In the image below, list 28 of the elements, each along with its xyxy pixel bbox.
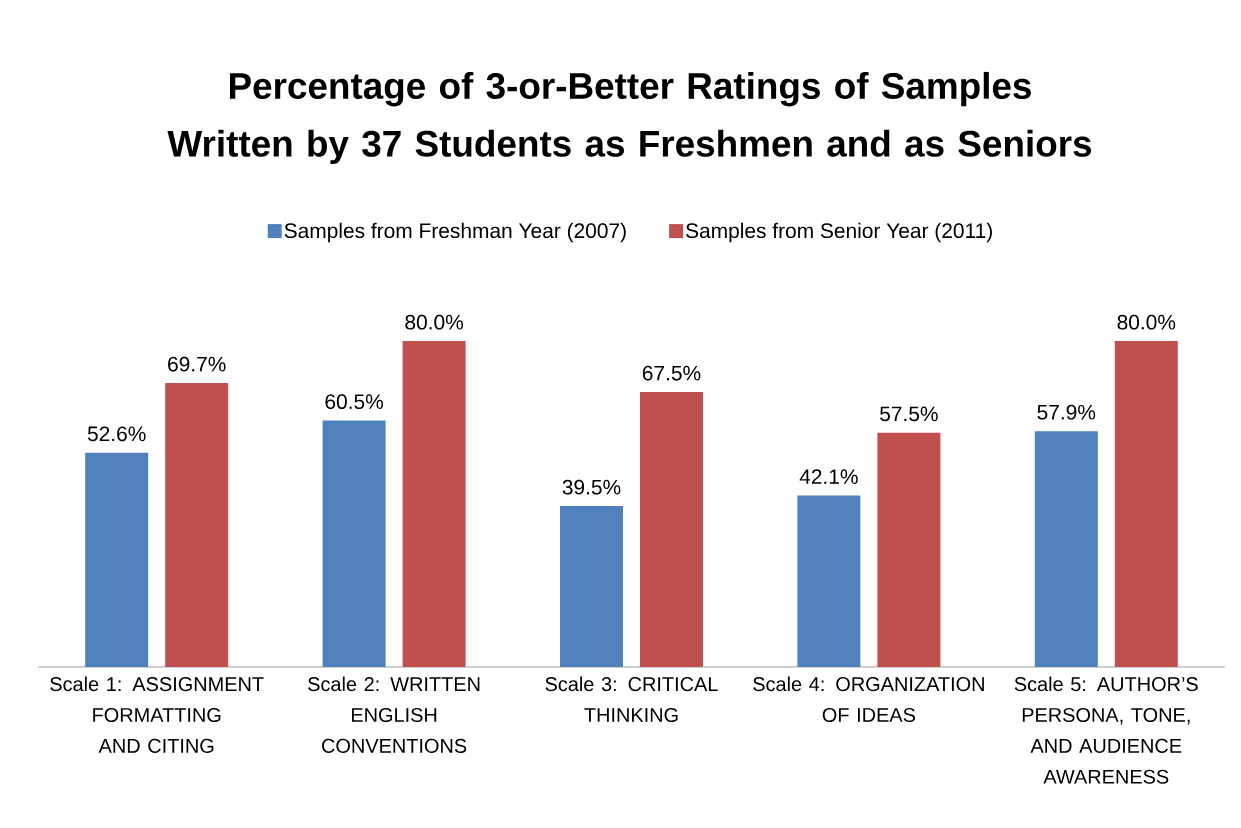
bar: [165, 383, 229, 667]
bar: [559, 506, 623, 667]
x-tick-label: Scale 3: CRITICAL THINKING: [545, 676, 718, 723]
x-tick-label: Scale 1: ASSIGNMENT FORMATTING AND CITING: [50, 676, 264, 753]
x-tick-label: Scale 5: AUTHOR’S PERSONA, TONE, AND AUDIENCE AWARENESS: [1014, 676, 1198, 784]
bar: [1034, 431, 1098, 667]
data-label: 69.7%: [168, 356, 226, 372]
legend-label: Samples from Senior Year (2011): [686, 222, 992, 243]
data-label: 57.9%: [1037, 404, 1096, 420]
chart-title: Percentage of 3-or-Better Ratings of Samples Written by 37 Students as Freshmen and as Seniors: [167, 71, 1092, 165]
bar: [85, 452, 149, 667]
x-tick-label: Scale 2: WRITTEN ENGLISH CONVENTIONS: [308, 676, 480, 753]
data-label: 67.5%: [642, 365, 701, 381]
bar: [797, 495, 861, 667]
legend-label: Samples from Freshman Year (2007): [284, 222, 626, 243]
data-label: 60.5%: [325, 394, 383, 410]
bar: [322, 420, 386, 667]
bar: [639, 392, 703, 667]
bar: [877, 432, 941, 667]
data-label: 52.6%: [87, 426, 146, 442]
data-label: 39.5%: [562, 479, 621, 495]
data-label: 42.1%: [799, 469, 858, 484]
data-label: 80.0%: [1117, 314, 1176, 330]
bar: [402, 341, 466, 667]
x-tick-label: Scale 4: ORGANIZATION OF IDEAS: [753, 676, 984, 723]
data-label: 80.0%: [405, 314, 463, 330]
bar: [1114, 341, 1178, 667]
data-label: 57.5%: [880, 406, 938, 422]
